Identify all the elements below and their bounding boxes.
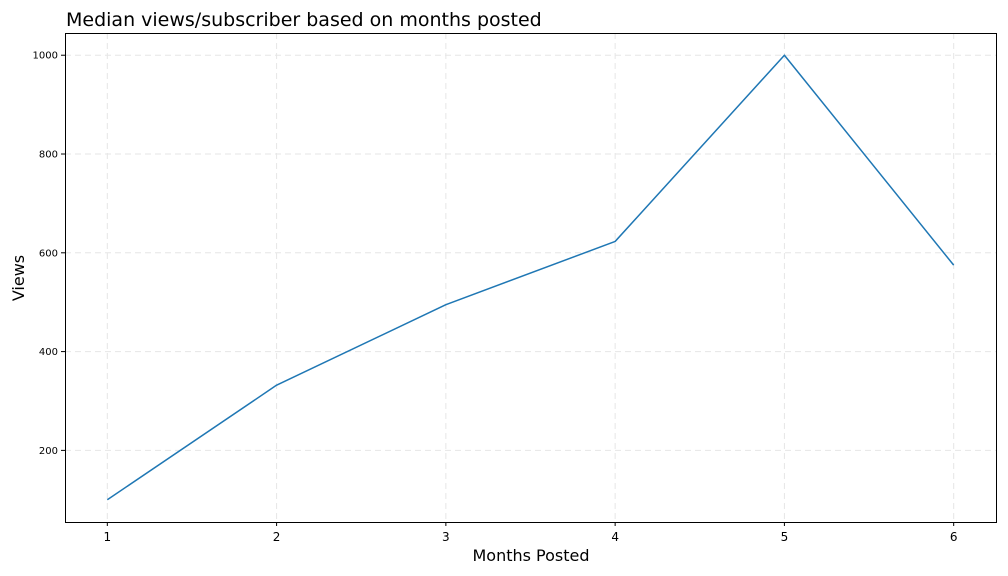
y-tick-label: 1000 [33, 51, 58, 62]
y-axis-label: Views [9, 255, 28, 301]
x-tick-label: 2 [273, 530, 281, 544]
y-tick-label: 200 [39, 446, 58, 457]
x-axis-label: Months Posted [472, 546, 589, 565]
x-tick-label: 4 [611, 530, 619, 544]
data-point [612, 238, 618, 244]
y-tick-label: 800 [39, 150, 58, 161]
chart-title: Median views/subscriber based on months … [66, 9, 542, 31]
x-tick-label: 1 [103, 530, 111, 544]
data-point [274, 382, 280, 388]
y-tick-label: 400 [39, 347, 58, 358]
data-point [443, 302, 449, 308]
series-line [106, 54, 955, 501]
y-tick-label: 600 [39, 248, 58, 259]
grid [65, 33, 996, 522]
data-point [104, 497, 110, 503]
y-axis: 200 400 600 800 1000 [33, 51, 65, 457]
data-point [781, 52, 787, 58]
x-tick-label: 5 [781, 530, 789, 544]
x-axis: 1 2 3 4 5 6 [103, 522, 958, 544]
series-layer [104, 52, 957, 503]
data-point [951, 262, 957, 268]
plot-frame [65, 33, 997, 523]
x-tick-label: 3 [442, 530, 450, 544]
x-tick-label: 6 [950, 530, 958, 544]
